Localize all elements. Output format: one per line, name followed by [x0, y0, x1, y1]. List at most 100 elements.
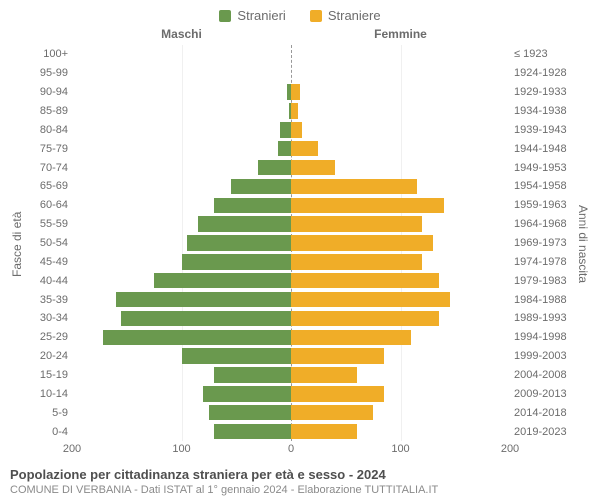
bar-row	[72, 234, 510, 253]
bar-row	[72, 290, 510, 309]
birth-year-label: 2009-2013	[510, 384, 574, 403]
bar-row	[72, 177, 510, 196]
bar-male	[116, 292, 291, 307]
x-axis: 2001000 100200	[72, 441, 510, 461]
bar-male	[198, 216, 291, 231]
x-tick-label: 200	[501, 443, 519, 455]
age-label: 75-79	[26, 139, 72, 158]
x-tick-label: 200	[63, 443, 81, 455]
bar-row	[72, 403, 510, 422]
bar-female	[291, 330, 411, 345]
bar-row	[72, 158, 510, 177]
birth-year-label: 1979-1983	[510, 271, 574, 290]
column-header-female: Femmine	[291, 27, 510, 45]
age-label: 95-99	[26, 64, 72, 83]
bar-male	[231, 179, 291, 194]
bar-female	[291, 235, 433, 250]
bar-female	[291, 348, 384, 363]
age-label: 30-34	[26, 309, 72, 328]
legend-swatch-male	[219, 10, 231, 22]
birth-year-label: 1964-1968	[510, 215, 574, 234]
age-label: 35-39	[26, 290, 72, 309]
birth-year-label: 2019-2023	[510, 422, 574, 441]
birth-year-label: 1984-1988	[510, 290, 574, 309]
birth-year-label: 1999-2003	[510, 347, 574, 366]
bar-male	[209, 405, 291, 420]
bar-row	[72, 309, 510, 328]
birth-year-label: 1934-1938	[510, 102, 574, 121]
age-label: 60-64	[26, 196, 72, 215]
bar-row	[72, 252, 510, 271]
bar-male	[154, 273, 291, 288]
bars-area	[72, 45, 510, 441]
age-label: 40-44	[26, 271, 72, 290]
birth-year-label: 2014-2018	[510, 403, 574, 422]
bar-row	[72, 366, 510, 385]
birth-year-label: 1949-1953	[510, 158, 574, 177]
birth-year-label: 1944-1948	[510, 139, 574, 158]
x-tick-label: 100	[172, 443, 190, 455]
age-group-labels: 100+95-9990-9485-8980-8475-7970-7465-696…	[26, 27, 72, 461]
legend-item-male: Stranieri	[219, 8, 285, 23]
birth-year-labels: ≤ 19231924-19281929-19331934-19381939-19…	[510, 27, 574, 461]
age-label: 80-84	[26, 120, 72, 139]
birth-year-label: 1969-1973	[510, 234, 574, 253]
legend-label-male: Stranieri	[237, 8, 285, 23]
age-label: 100+	[26, 45, 72, 64]
bar-female	[291, 122, 302, 137]
legend-item-female: Straniere	[310, 8, 381, 23]
caption-subtitle: COMUNE DI VERBANIA - Dati ISTAT al 1° ge…	[10, 484, 590, 496]
birth-year-label: 1989-1993	[510, 309, 574, 328]
bar-male	[103, 330, 291, 345]
age-label: 70-74	[26, 158, 72, 177]
bar-male	[182, 254, 292, 269]
birth-year-label: 1959-1963	[510, 196, 574, 215]
age-label: 65-69	[26, 177, 72, 196]
bar-female	[291, 160, 335, 175]
birth-year-label: 1929-1933	[510, 83, 574, 102]
column-headers: Maschi Femmine	[72, 27, 510, 45]
bar-female	[291, 103, 298, 118]
age-label: 50-54	[26, 234, 72, 253]
bar-female	[291, 386, 384, 401]
bar-row	[72, 45, 510, 64]
bar-male	[278, 141, 291, 156]
birth-year-label: 1924-1928	[510, 64, 574, 83]
bar-female	[291, 292, 450, 307]
bar-male	[258, 160, 291, 175]
bar-female	[291, 311, 439, 326]
age-label: 10-14	[26, 384, 72, 403]
age-label: 45-49	[26, 252, 72, 271]
bar-male	[203, 386, 291, 401]
bar-female	[291, 84, 300, 99]
y-axis-left-title: Fasce di età	[8, 27, 26, 461]
age-label: 85-89	[26, 102, 72, 121]
column-header-male: Maschi	[72, 27, 291, 45]
bar-male	[121, 311, 291, 326]
age-label: 25-29	[26, 328, 72, 347]
bar-female	[291, 198, 444, 213]
age-label: 15-19	[26, 366, 72, 385]
bar-male	[280, 122, 291, 137]
age-label: 20-24	[26, 347, 72, 366]
plot-area: Maschi Femmine 2001000 100200	[72, 27, 510, 461]
bar-female	[291, 141, 318, 156]
bar-row	[72, 422, 510, 441]
bar-row	[72, 64, 510, 83]
bar-female	[291, 405, 373, 420]
bar-row	[72, 328, 510, 347]
age-label: 5-9	[26, 403, 72, 422]
bar-female	[291, 273, 439, 288]
birth-year-label: 1954-1958	[510, 177, 574, 196]
age-label: 55-59	[26, 215, 72, 234]
birth-year-label: 2004-2008	[510, 366, 574, 385]
x-tick-label: 100	[391, 443, 409, 455]
bar-row	[72, 196, 510, 215]
bar-row	[72, 347, 510, 366]
age-label: 0-4	[26, 422, 72, 441]
birth-year-label: 1974-1978	[510, 252, 574, 271]
bar-row	[72, 215, 510, 234]
birth-year-label: 1994-1998	[510, 328, 574, 347]
bar-row	[72, 83, 510, 102]
bar-male	[214, 367, 291, 382]
